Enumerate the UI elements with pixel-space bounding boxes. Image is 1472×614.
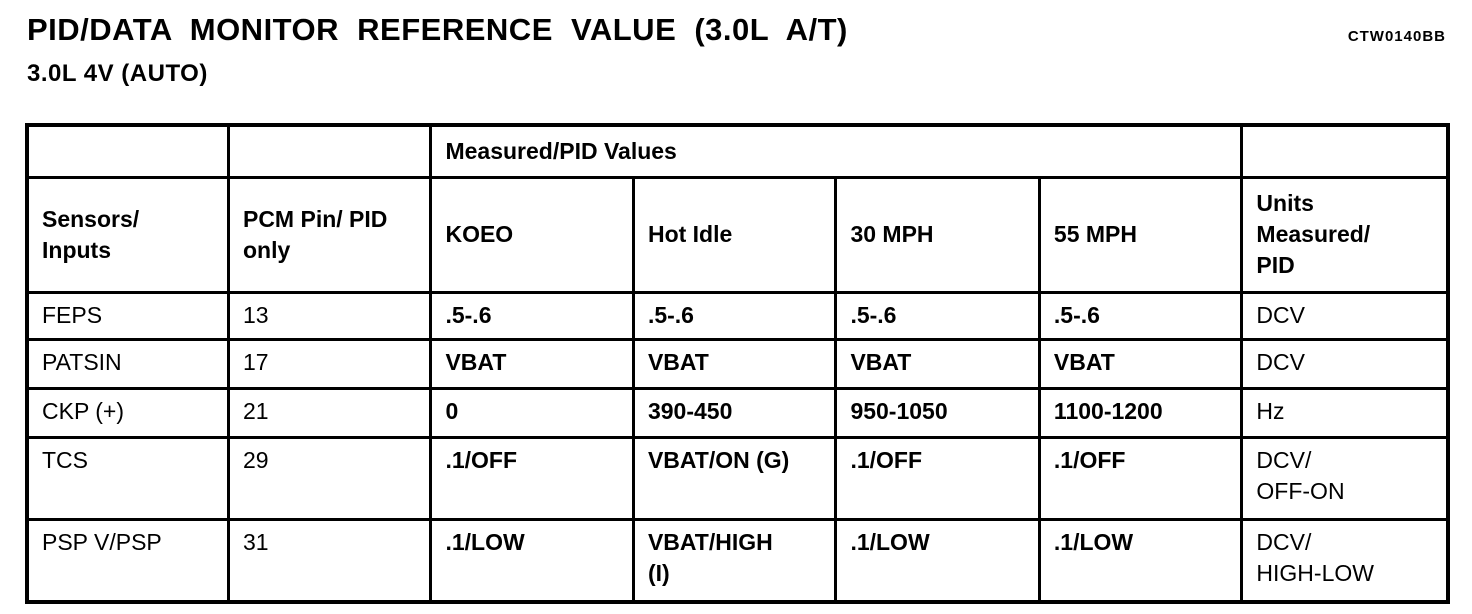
page-title: PID/DATA MONITOR REFERENCE VALUE (3.0L A…	[27, 12, 848, 47]
cell-pin: 29	[226, 435, 433, 521]
table-row-tcs: TCS 29 .1/OFF VBAT/ON (G) .1/OFF .1/OFF …	[25, 435, 1450, 521]
cell-30mph: VBAT	[834, 337, 1041, 390]
table-row-psp: PSP V/PSP 31 .1/LOW VBAT/HIGH (I) .1/LOW…	[25, 517, 1450, 604]
cell-units: DCV/ OFF-ON	[1240, 435, 1450, 521]
empty-cell	[1240, 123, 1450, 179]
cell-55mph: .1/LOW	[1037, 517, 1244, 604]
cell-koeo: VBAT	[429, 337, 635, 390]
column-header-units: Units Measured/ PID	[1240, 175, 1450, 294]
cell-units: DCV	[1240, 290, 1450, 341]
column-header-sensors-inputs: Sensors/ Inputs	[25, 175, 230, 294]
table-row-feps: FEPS 13 .5-.6 .5-.6 .5-.6 .5-.6 DCV	[25, 290, 1450, 341]
doc-code: CTW0140BB	[1347, 28, 1446, 45]
empty-cell	[226, 123, 433, 179]
cell-hot-idle: 390-450	[631, 386, 838, 439]
column-header-30mph: 30 MPH	[834, 175, 1041, 294]
cell-hot-idle: VBAT/ON (G)	[631, 435, 838, 521]
column-header-koeo: KOEO	[429, 175, 635, 294]
cell-sensor: PSP V/PSP	[25, 517, 230, 604]
cell-30mph: .5-.6	[834, 290, 1041, 341]
cell-koeo: .1/LOW	[429, 517, 635, 604]
cell-sensor: CKP (+)	[25, 386, 230, 439]
cell-55mph: VBAT	[1037, 337, 1244, 390]
cell-units: Hz	[1240, 386, 1450, 439]
cell-55mph: .1/OFF	[1037, 435, 1244, 521]
cell-hot-idle: VBAT/HIGH (I)	[631, 517, 838, 604]
cell-koeo: .1/OFF	[429, 435, 635, 521]
pid-reference-table: Measured/PID Values Sensors/ Inputs PCM …	[25, 123, 1450, 604]
group-header-row: Measured/PID Values	[25, 123, 1450, 179]
cell-hot-idle: VBAT	[631, 337, 838, 390]
column-header-hot-idle: Hot Idle	[631, 175, 838, 294]
cell-55mph: .5-.6	[1037, 290, 1244, 341]
cell-sensor: PATSIN	[25, 337, 230, 390]
cell-30mph: 950-1050	[834, 386, 1041, 439]
page-subtitle: 3.0L 4V (AUTO)	[27, 60, 208, 87]
column-header-55mph: 55 MPH	[1037, 175, 1244, 294]
cell-pin: 21	[226, 386, 433, 439]
cell-55mph: 1100-1200	[1037, 386, 1244, 439]
cell-units: DCV/ HIGH-LOW	[1240, 517, 1450, 604]
cell-30mph: .1/LOW	[834, 517, 1041, 604]
cell-hot-idle: .5-.6	[631, 290, 838, 341]
cell-units: DCV	[1240, 337, 1450, 390]
cell-koeo: 0	[429, 386, 635, 439]
cell-30mph: .1/OFF	[834, 435, 1041, 521]
empty-cell	[25, 123, 230, 179]
table-row-ckp: CKP (+) 21 0 390-450 950-1050 1100-1200 …	[25, 386, 1450, 439]
column-header-pcm-pin: PCM Pin/ PID only	[226, 175, 433, 294]
column-header-row: Sensors/ Inputs PCM Pin/ PID only KOEO H…	[25, 175, 1450, 294]
group-header-measured-pid-values: Measured/PID Values	[429, 123, 1244, 179]
cell-sensor: TCS	[25, 435, 230, 521]
cell-pin: 31	[226, 517, 433, 604]
cell-koeo: .5-.6	[429, 290, 635, 341]
cell-pin: 13	[226, 290, 433, 341]
cell-sensor: FEPS	[25, 290, 230, 341]
cell-pin: 17	[226, 337, 433, 390]
table-row-patsin: PATSIN 17 VBAT VBAT VBAT VBAT DCV	[25, 337, 1450, 390]
